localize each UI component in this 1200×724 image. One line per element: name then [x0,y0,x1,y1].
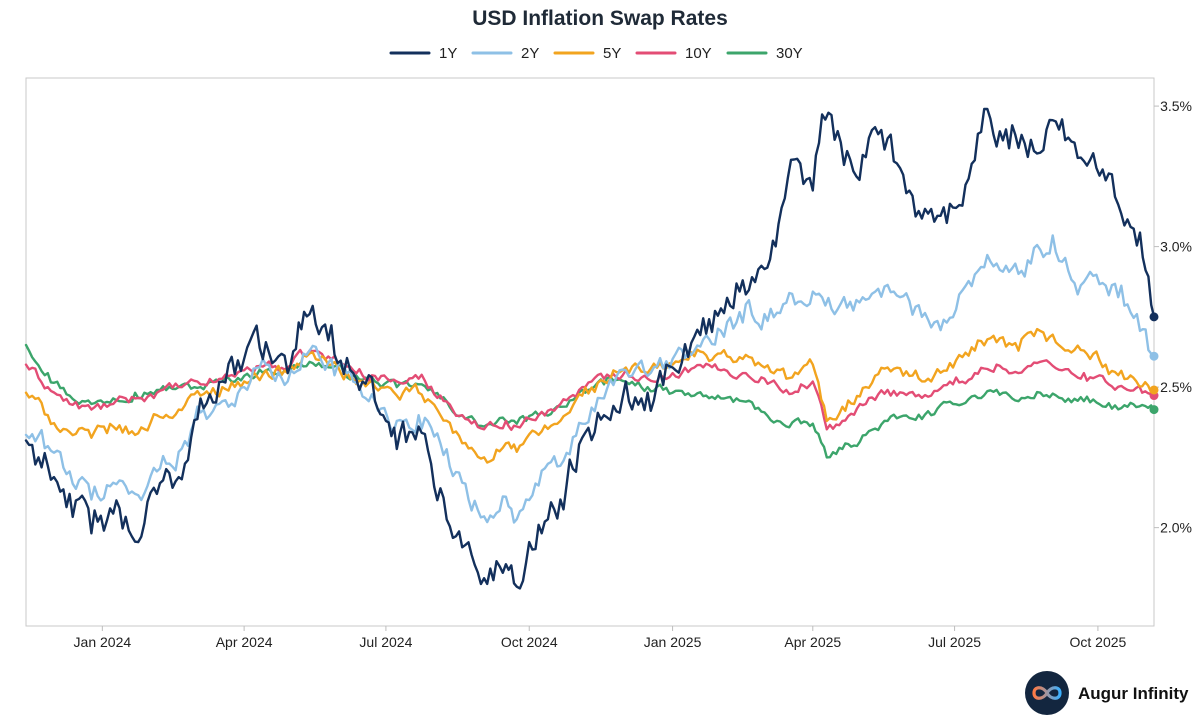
x-tick-label: Jan 2025 [644,634,702,650]
legend-label: 1Y [439,45,457,62]
y-tick-label: 2.5% [1160,379,1192,395]
series-end-markers [1149,312,1159,415]
y-tick-label: 3.5% [1160,98,1192,114]
x-axis: Jan 2024 Apr 2024 Jul 2024 Oct 2024 Jan 2025… [74,626,1127,650]
legend-item-10y: 10Y [635,45,712,62]
brand-name: Augur Infinity [1078,684,1189,703]
legend-label: 10Y [685,45,712,62]
end-marker-30y [1149,405,1159,415]
end-marker-1y [1149,312,1159,322]
x-tick-label: Oct 2025 [1069,634,1126,650]
x-tick-label: Apr 2024 [216,634,273,650]
series-line-2y [24,234,1156,524]
y-tick-label: 2.0% [1160,520,1192,536]
x-tick-label: Jan 2024 [74,634,132,650]
end-marker-5y [1149,385,1159,395]
infinity-logo-icon [1032,686,1062,700]
brand-block: Augur Infinity [1025,671,1189,715]
x-tick-label: Jul 2025 [928,634,981,650]
legend-label: 30Y [776,45,803,62]
legend-item-1y: 1Y [389,45,457,62]
end-marker-2y [1149,351,1159,361]
legend-label: 2Y [521,45,539,62]
series-line-30y [24,343,1156,459]
y-axis: 2.0% 2.5% 3.0% 3.5% [1154,98,1192,536]
plot-frame [25,77,1155,627]
plot-series [24,107,1156,590]
series-line-5y [24,327,1156,464]
x-tick-label: Jul 2024 [359,634,412,650]
x-tick-label: Apr 2025 [784,634,841,650]
legend-label: 5Y [603,45,621,62]
legend-item-30y: 30Y [726,45,803,62]
chart-legend: 1Y 2Y 5Y 10Y 30Y [389,45,803,62]
y-tick-label: 3.0% [1160,239,1192,255]
x-tick-label: Oct 2024 [501,634,558,650]
legend-item-5y: 5Y [553,45,621,62]
chart-title: USD Inflation Swap Rates [472,7,728,30]
series-line-10y [24,348,1156,431]
series-line-1y [24,107,1156,590]
legend-item-2y: 2Y [471,45,539,62]
